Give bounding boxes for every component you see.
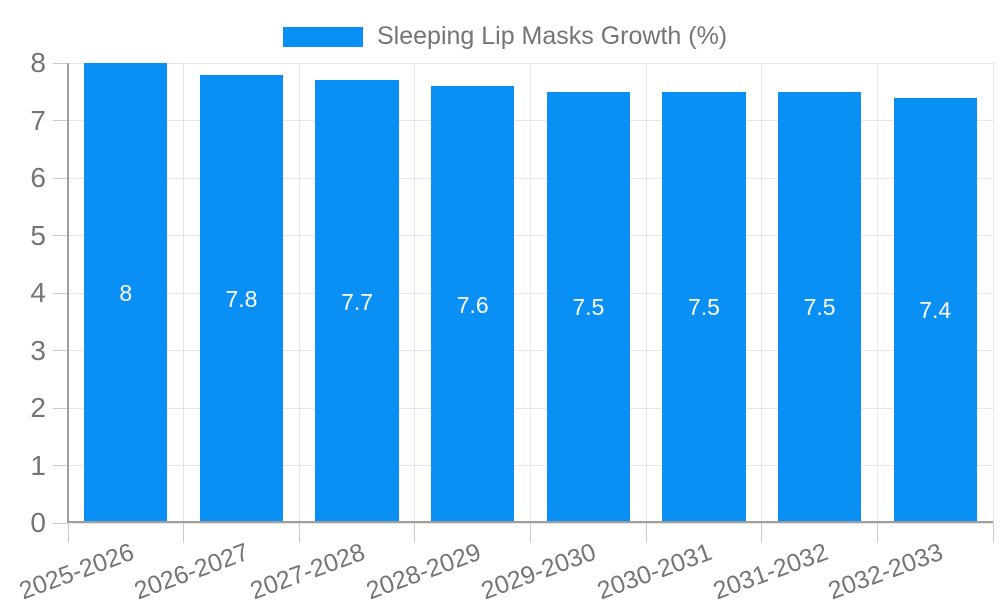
bar-2027-2028[interactable] <box>315 80 399 523</box>
y-axis-label: 7 <box>30 104 46 136</box>
y-axis-label: 6 <box>30 162 46 193</box>
bar-value-label: 7.8 <box>225 285 258 312</box>
y-axis-label: 1 <box>30 449 46 481</box>
y-axis-tick <box>53 177 68 179</box>
y-axis-tick <box>53 120 68 121</box>
x-axis-tick <box>298 523 300 543</box>
gridline-vertical <box>876 63 878 523</box>
gridline-vertical <box>530 63 531 523</box>
gridline-vertical <box>761 63 763 523</box>
x-axis-tick <box>67 523 69 543</box>
y-axis-tick <box>53 407 68 409</box>
bar-2028-2029[interactable] <box>431 86 515 523</box>
legend-label: Sleeping Lip Masks Growth (%) <box>377 22 728 50</box>
plot-area: 0 1 2 3 4 5 6 7 8 8 2025-2026 7.8 2026-2027 7.7 2027-2… <box>15 47 994 600</box>
x-axis-line <box>68 521 993 523</box>
y-axis-tick <box>53 62 68 64</box>
y-axis-line <box>67 63 69 523</box>
bar-value-label: 7.7 <box>341 288 374 315</box>
x-axis-tick <box>183 523 185 543</box>
y-axis-label: 5 <box>30 219 46 251</box>
bar-value-label: 8 <box>119 280 133 306</box>
y-axis-label: 8 <box>30 47 46 78</box>
legend-swatch <box>283 26 363 47</box>
y-axis-tick <box>53 350 68 351</box>
bar-2029-2030[interactable] <box>546 91 630 523</box>
x-axis-tick <box>645 523 647 543</box>
y-axis-tick <box>53 235 68 236</box>
legend: Sleeping Lip Masks Growth (%) <box>283 22 727 51</box>
y-axis-tick <box>53 522 68 524</box>
x-axis-tick <box>414 523 416 543</box>
bar-2025-2026[interactable] <box>84 63 168 523</box>
x-axis-tick <box>876 523 878 543</box>
x-axis-tick <box>761 523 763 543</box>
y-axis-tick <box>53 292 68 294</box>
gridline-vertical <box>645 63 647 523</box>
gridline-vertical <box>298 63 300 523</box>
bar-value-label: 7.5 <box>687 294 720 321</box>
bar-2032-2033[interactable] <box>893 97 977 523</box>
bar-2030-2031[interactable] <box>662 91 746 523</box>
bar-2026-2027[interactable] <box>199 74 284 523</box>
x-axis-tick <box>530 523 531 543</box>
gridline-vertical <box>992 63 994 523</box>
bar-value-label: 7.5 <box>572 294 605 321</box>
gridline-vertical <box>183 63 185 523</box>
bar-value-label: 7.5 <box>803 294 836 321</box>
y-axis-label: 2 <box>30 392 46 423</box>
gridline-vertical <box>414 63 416 523</box>
bar-value-label: 7.6 <box>456 291 489 318</box>
y-axis-tick <box>53 465 68 466</box>
bar-2031-2032[interactable] <box>777 91 862 523</box>
x-axis-tick <box>992 523 994 543</box>
bar-value-label: 7.4 <box>919 297 952 324</box>
y-axis-label: 0 <box>30 507 46 538</box>
y-axis-label: 3 <box>30 334 46 366</box>
y-axis-label: 4 <box>30 277 46 308</box>
